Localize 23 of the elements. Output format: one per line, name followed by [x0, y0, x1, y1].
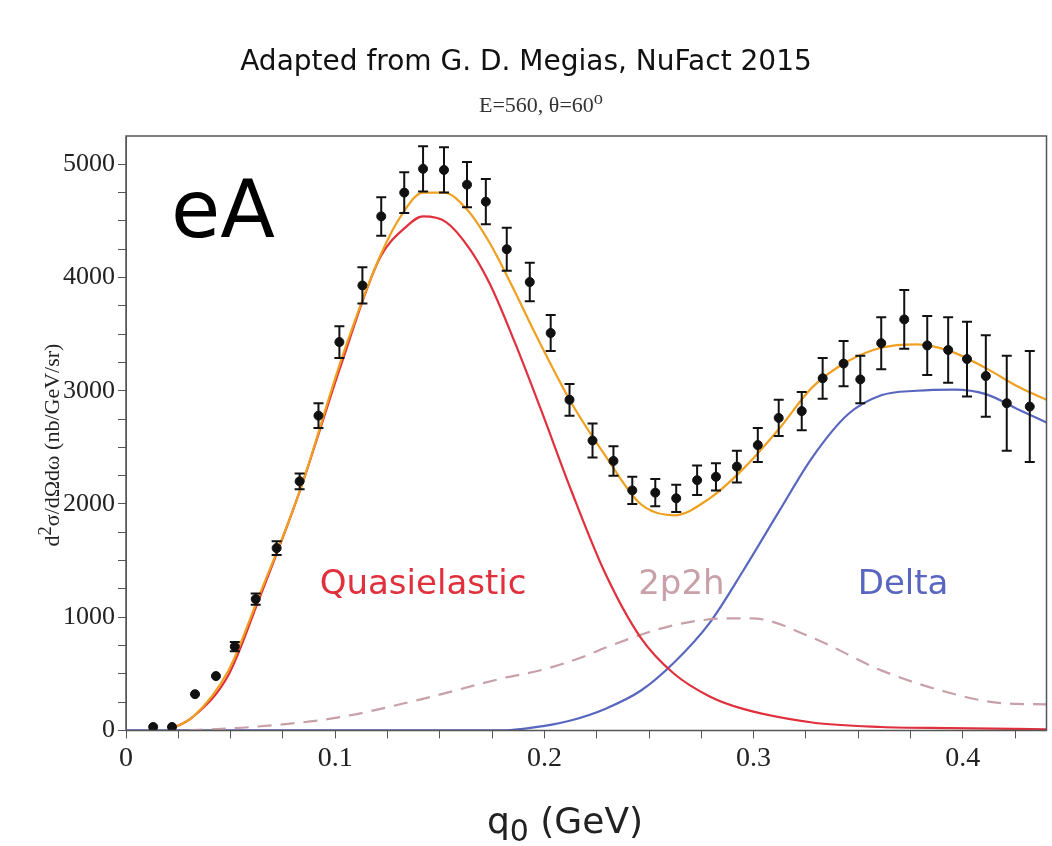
point [210, 671, 221, 682]
point [148, 722, 159, 731]
y-tick-label: 2000 [63, 487, 115, 517]
x-axis-title: q$_{0}$ (GeV) [486, 800, 644, 846]
x-tick-label: 0.4 [945, 740, 981, 772]
x-tick-label: 0.1 [317, 740, 353, 772]
chart-title: Adapted from G. D. Megias, NuFact 2015 [239, 44, 813, 77]
line-series [126, 388, 1047, 731]
x-tick-label: 0.2 [526, 740, 562, 772]
y-tick-label: 5000 [63, 148, 115, 178]
y-tick-label: 3000 [63, 374, 115, 404]
series-label: Quasielastic [319, 561, 527, 602]
annotation: eA [171, 162, 276, 256]
chart-subtitle: E=560, θ=60$^{o}$ [478, 88, 604, 119]
x-tick-label: 0.3 [736, 740, 772, 772]
point [190, 689, 201, 700]
y-tick-label: 1000 [63, 601, 115, 631]
y-tick-label: 0 [102, 714, 115, 744]
series-label: 2p2h [638, 561, 725, 602]
point [167, 722, 178, 731]
text: Delta [857, 561, 949, 602]
y-tick-label: 4000 [63, 261, 115, 291]
line-series [187, 617, 1047, 731]
